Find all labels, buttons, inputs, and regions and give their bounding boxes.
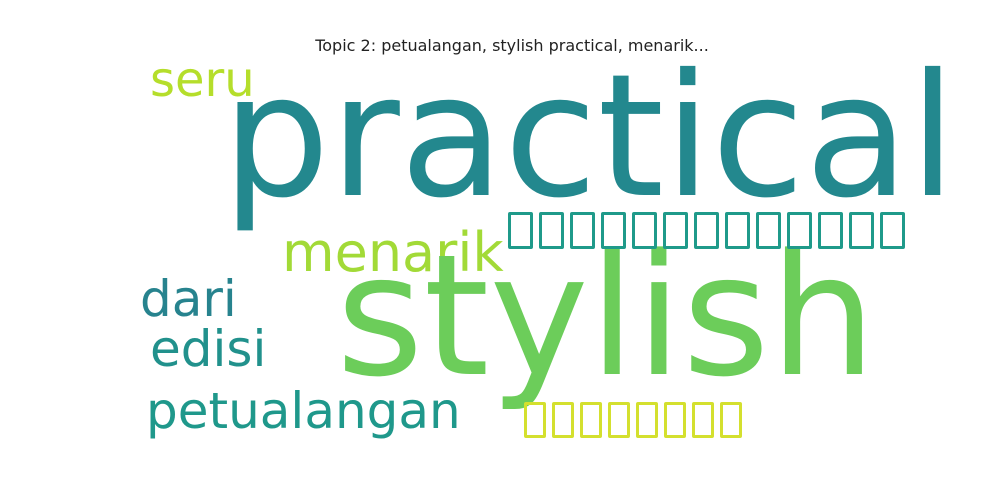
missing-glyph-box <box>663 212 688 249</box>
word-edisi: edisi <box>150 320 267 378</box>
missing-glyph-box <box>720 402 742 438</box>
word-seru: seru <box>150 52 255 108</box>
word-dari: dari <box>140 270 237 328</box>
missing-glyph-box <box>524 402 546 438</box>
word-petualangan: petualangan <box>146 382 461 440</box>
missing-glyph-box <box>608 402 630 438</box>
missing-glyph-box <box>508 212 533 249</box>
missing-glyph-box <box>539 212 564 249</box>
word-missing-glyphs-top <box>508 212 905 249</box>
missing-glyph-box <box>570 212 595 249</box>
missing-glyph-box <box>552 402 574 438</box>
missing-glyph-box <box>601 212 626 249</box>
missing-glyph-box <box>756 212 781 249</box>
word-practical: practical <box>222 38 957 236</box>
missing-glyph-box <box>664 402 686 438</box>
missing-glyph-box <box>632 212 657 249</box>
missing-glyph-box <box>787 212 812 249</box>
missing-glyph-box <box>725 212 750 249</box>
missing-glyph-box <box>849 212 874 249</box>
word-missing-glyphs-bottom <box>524 402 742 438</box>
missing-glyph-box <box>880 212 905 249</box>
missing-glyph-box <box>692 402 714 438</box>
chart-title: Topic 2: petualangan, stylish practical,… <box>315 36 709 55</box>
word-stylish: stylish <box>336 218 877 414</box>
missing-glyph-box <box>818 212 843 249</box>
word-menarik: menarik <box>282 221 504 284</box>
missing-glyph-box <box>636 402 658 438</box>
missing-glyph-box <box>694 212 719 249</box>
missing-glyph-box <box>580 402 602 438</box>
